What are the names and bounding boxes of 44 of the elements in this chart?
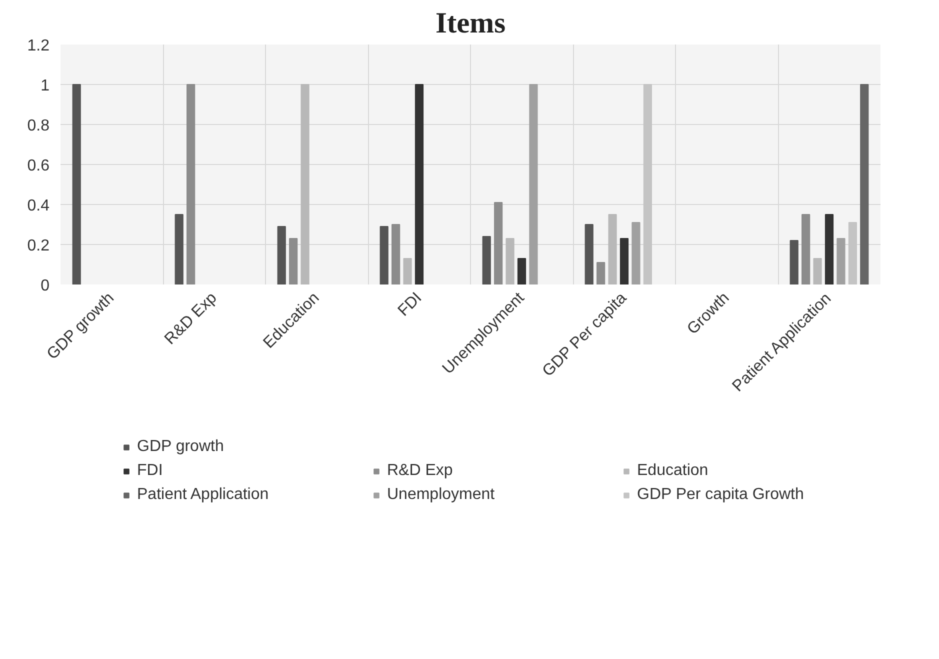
- bar: [414, 84, 424, 284]
- y-tick-label: 1: [40, 78, 50, 94]
- bar: [277, 226, 286, 284]
- bar: [860, 84, 869, 284]
- bar: [289, 238, 298, 284]
- y-tick-label: 0.4: [27, 198, 50, 214]
- bar: [632, 222, 640, 284]
- legend-label: Education: [637, 462, 708, 480]
- bar: [506, 238, 514, 284]
- bar: [824, 214, 834, 284]
- bar: [482, 236, 491, 284]
- y-tick-label: 0.6: [27, 158, 50, 174]
- bar: [174, 214, 184, 284]
- bar: [72, 84, 81, 284]
- bar: [300, 84, 310, 284]
- bar: [517, 258, 526, 284]
- bar: [596, 262, 606, 284]
- bar: [802, 214, 810, 284]
- legend-label: FDI: [137, 462, 163, 480]
- x-tick-label: FDI: [395, 289, 426, 320]
- bar: [608, 214, 617, 284]
- bar: [380, 226, 388, 284]
- y-tick-label: 0: [40, 278, 50, 294]
- bar: [186, 84, 196, 284]
- legend-label: R&D Exp: [387, 462, 453, 480]
- legend-label: GDP Per capita Growth: [637, 486, 804, 504]
- y-tick-label: 1.2: [27, 38, 50, 54]
- bar: [790, 240, 798, 284]
- bar: [494, 202, 503, 284]
- bar: [620, 238, 629, 284]
- bar: [836, 238, 846, 284]
- bar: [529, 84, 538, 284]
- chart-title: Items: [435, 8, 506, 40]
- y-tick-label: 0.2: [27, 238, 50, 254]
- bar: [643, 84, 652, 284]
- legend-label: Unemployment: [387, 486, 495, 504]
- y-tick-label: 0.8: [27, 118, 50, 134]
- bar: [392, 224, 400, 284]
- legend-label: GDP growth: [137, 438, 224, 456]
- bar: [848, 222, 857, 284]
- legend-label: Patient Application: [137, 486, 269, 504]
- bar: [403, 258, 412, 284]
- bar: [813, 258, 822, 284]
- bar: [584, 224, 594, 284]
